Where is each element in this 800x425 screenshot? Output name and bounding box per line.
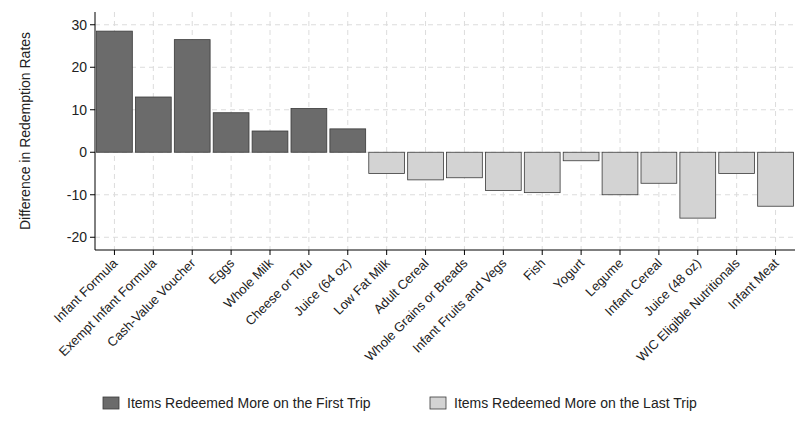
- legend-swatch: [103, 397, 119, 409]
- x-tick: [658, 250, 659, 255]
- x-tick: [347, 250, 348, 255]
- grid-line: [95, 24, 795, 25]
- grid-line: [736, 12, 737, 250]
- y-tick-label: -10: [67, 187, 87, 203]
- x-tick-label: Infant Fruits and Vegs: [409, 255, 509, 355]
- grid-line: [386, 12, 387, 250]
- x-tick: [425, 250, 426, 255]
- x-tick: [503, 250, 504, 255]
- grid-line: [425, 12, 426, 250]
- bar: [680, 152, 716, 218]
- bar: [135, 97, 171, 152]
- grid-line: [620, 12, 621, 250]
- y-tick: [90, 67, 95, 68]
- y-tick: [90, 194, 95, 195]
- bar: [563, 152, 599, 161]
- bar: [252, 131, 288, 152]
- x-tick-label: Yogurt: [550, 255, 587, 292]
- grid-line: [95, 237, 795, 238]
- bar: [758, 152, 794, 206]
- x-tick: [736, 250, 737, 255]
- grid: [95, 12, 795, 250]
- legend-label: Items Redeemed More on the Last Trip: [454, 395, 697, 411]
- grid-line: [581, 12, 582, 250]
- x-tick: [308, 250, 309, 255]
- x-tick-label: WIC Eligible Nutritionals: [634, 255, 744, 365]
- y-tick-label: -20: [67, 229, 87, 245]
- legend-swatch: [430, 397, 446, 409]
- x-tick-label: Cheese or Tofu: [242, 256, 315, 329]
- grid-line: [775, 12, 776, 250]
- y-tick: [90, 152, 95, 153]
- x-tick: [581, 250, 582, 255]
- grid-line: [503, 12, 504, 250]
- x-axis-line: [95, 250, 795, 251]
- x-tick: [542, 250, 543, 255]
- x-tick: [697, 250, 698, 255]
- y-tick-label: 0: [79, 144, 87, 160]
- x-tick: [464, 250, 465, 255]
- x-tick-label: Eggs: [206, 255, 238, 287]
- grid-line: [542, 12, 543, 250]
- x-tick: [153, 250, 154, 255]
- axes: -20-100102030Infant FormulaExempt Infant…: [51, 12, 795, 365]
- x-tick: [386, 250, 387, 255]
- bar: [524, 152, 560, 192]
- x-tick: [620, 250, 621, 255]
- bars: [97, 31, 794, 218]
- bar: [719, 152, 755, 173]
- bar: [213, 113, 249, 153]
- x-tick: [270, 250, 271, 255]
- chart: -20-100102030Infant FormulaExempt Infant…: [0, 0, 800, 425]
- bar: [369, 152, 405, 173]
- x-tick-label: Infant Meat: [725, 255, 782, 312]
- bar: [408, 152, 444, 180]
- bar: [447, 152, 483, 178]
- y-tick-label: 20: [71, 59, 87, 75]
- y-tick: [90, 109, 95, 110]
- x-tick: [231, 250, 232, 255]
- y-axis-line: [95, 12, 96, 250]
- x-tick-label: Cash-Value Voucher: [104, 255, 199, 350]
- y-tick-label: 10: [71, 102, 87, 118]
- y-tick: [90, 237, 95, 238]
- y-tick-label: 30: [71, 17, 87, 33]
- y-axis-label: Difference in Redemption Rates: [17, 32, 33, 230]
- x-tick: [114, 250, 115, 255]
- bar: [641, 152, 677, 183]
- bar: [485, 152, 521, 190]
- x-tick-label: Fish: [520, 256, 548, 284]
- legend: Items Redeemed More on the First Trip Ite…: [103, 395, 697, 411]
- bar: [602, 152, 638, 195]
- bar: [330, 129, 366, 152]
- grid-line: [464, 12, 465, 250]
- x-tick: [775, 250, 776, 255]
- bar: [174, 40, 210, 153]
- bar: [97, 31, 133, 152]
- bar: [291, 108, 327, 152]
- x-tick: [192, 250, 193, 255]
- grid-line: [658, 12, 659, 250]
- legend-label: Items Redeemed More on the First Trip: [127, 395, 371, 411]
- y-tick: [90, 24, 95, 25]
